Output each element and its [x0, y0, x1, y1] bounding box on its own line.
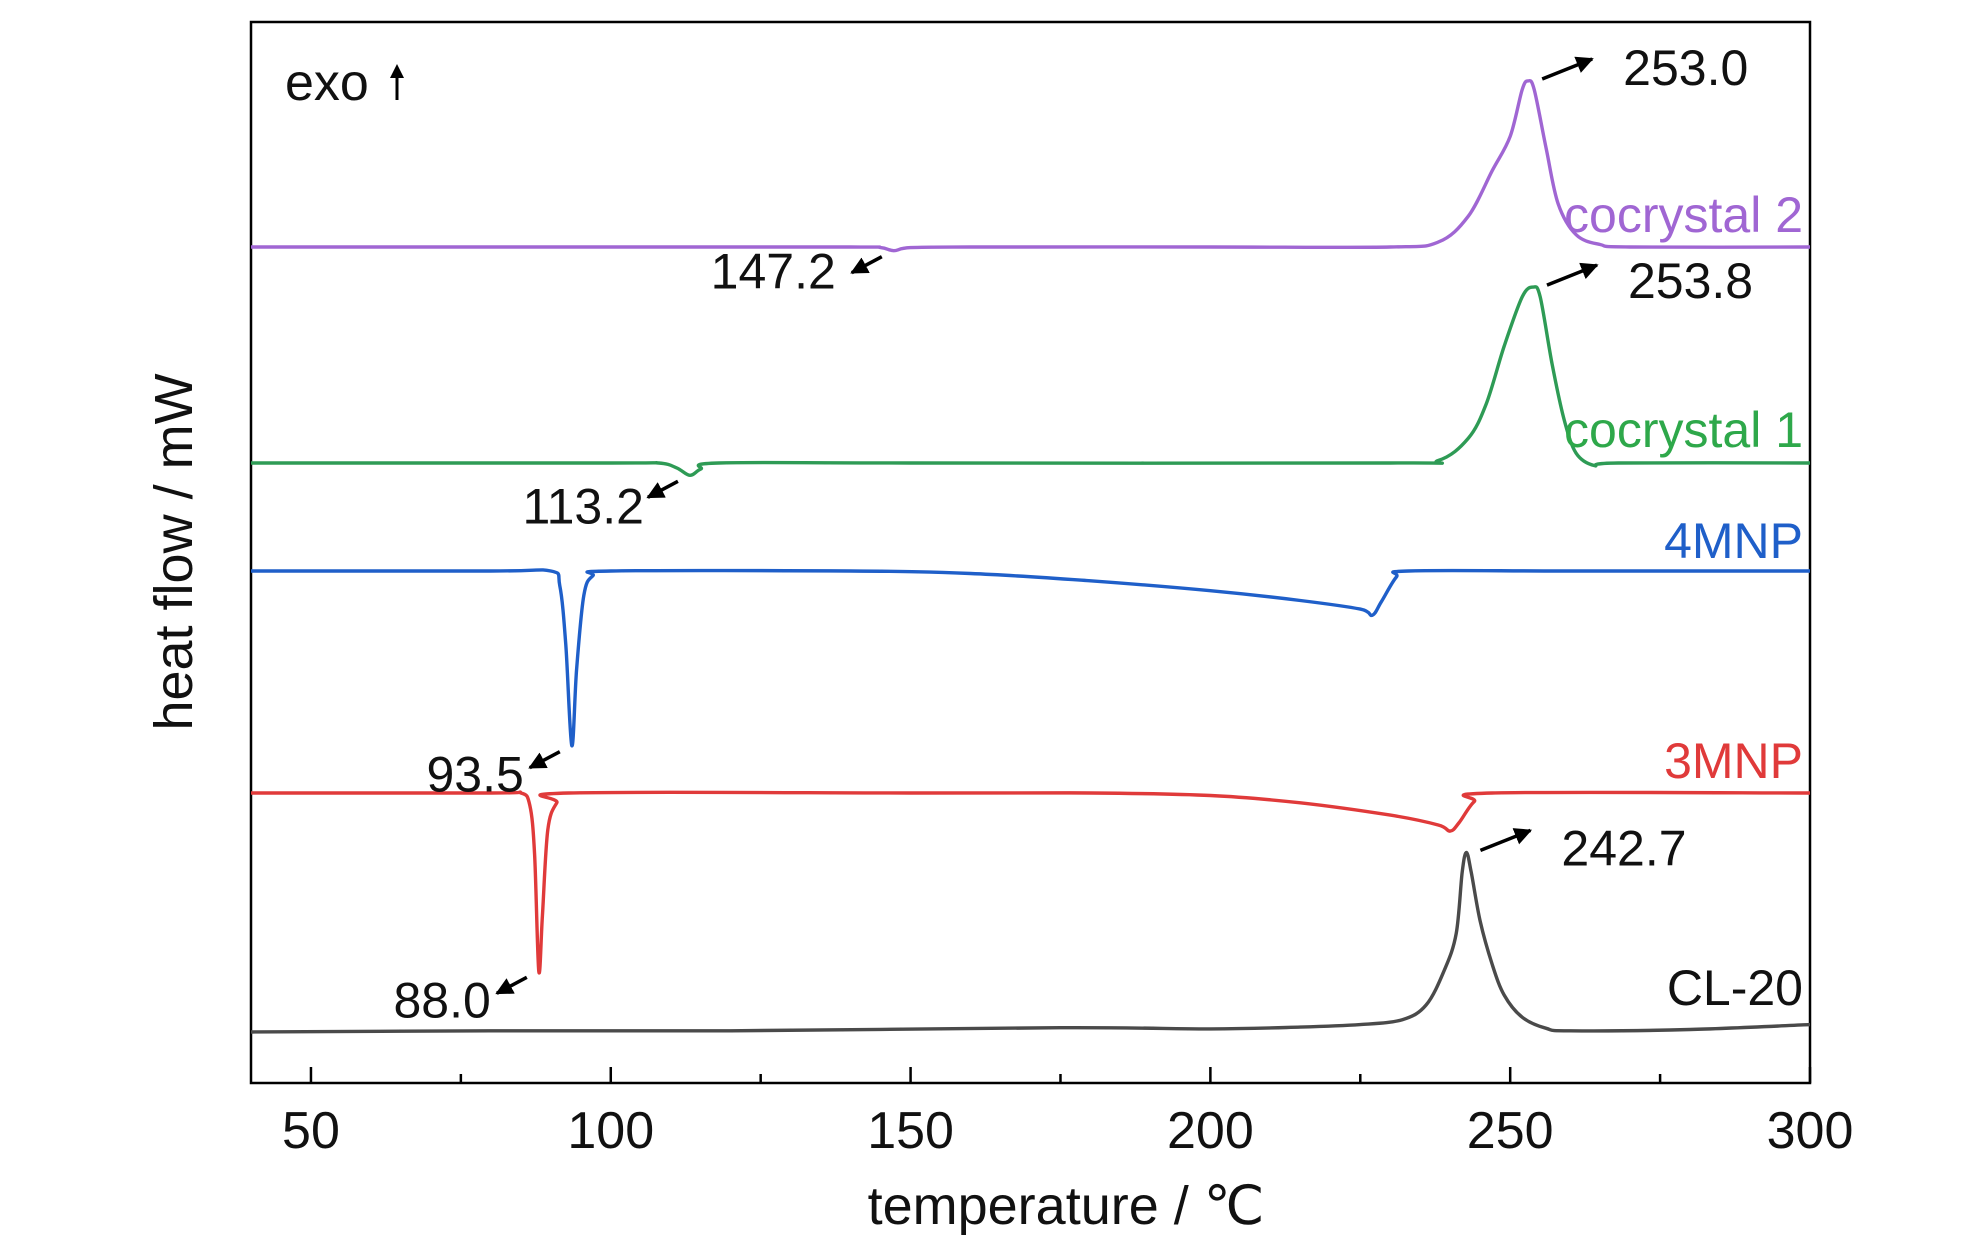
- annotation-arrow: [646, 479, 679, 499]
- series-traces: [250, 78, 1811, 1034]
- annotation-arrow: [1479, 828, 1533, 853]
- series-line: [251, 790, 1811, 975]
- x-axis-ticks: 50 100 150 200 250 300: [282, 1067, 1853, 1160]
- annotation-label: 88.0: [393, 972, 490, 1028]
- annotation-label: 253.8: [1628, 253, 1753, 309]
- x-tick-label: 150: [867, 1102, 954, 1160]
- exo-arrow-icon: [390, 64, 404, 100]
- annotation-arrow: [495, 975, 528, 995]
- annotation-arrows: [495, 56, 1599, 995]
- series-line: [250, 850, 1811, 1034]
- annotation-arrow: [1546, 262, 1599, 287]
- series-label: 4MNP: [1664, 513, 1803, 569]
- annotation-arrow: [1541, 56, 1594, 81]
- x-tick-label: 300: [1767, 1102, 1854, 1160]
- x-tick-label: 50: [282, 1102, 340, 1160]
- exo-label: exo: [285, 54, 369, 112]
- series-line: [251, 285, 1811, 477]
- series-label: CL-20: [1667, 960, 1803, 1016]
- annotation-arrow: [850, 255, 883, 275]
- y-axis-label: heat flow / mW: [144, 373, 204, 730]
- series-label: cocrystal 1: [1564, 402, 1803, 458]
- series-labels: cocrystal 2 cocrystal 1 4MNP 3MNP CL-20: [1564, 187, 1803, 1016]
- x-tick-label: 250: [1467, 1102, 1554, 1160]
- annotation-label: 93.5: [426, 747, 523, 803]
- annotation-label: 242.7: [1561, 820, 1686, 876]
- series-line: [250, 568, 1810, 748]
- series-label: 3MNP: [1664, 733, 1803, 789]
- annotation-labels: 253.0 147.2 253.8 113.2 93.5 88.0 242.7: [393, 40, 1753, 1028]
- annotation-arrow: [528, 750, 561, 770]
- annotation-label: 253.0: [1623, 40, 1748, 96]
- x-axis-label: temperature / ℃: [868, 1176, 1265, 1236]
- series-line: [251, 78, 1811, 253]
- annotation-label: 147.2: [711, 244, 836, 300]
- x-tick-label: 100: [567, 1102, 654, 1160]
- series-label: cocrystal 2: [1564, 187, 1803, 243]
- x-tick-label: 200: [1167, 1102, 1254, 1160]
- annotation-label: 113.2: [522, 478, 643, 534]
- plot-frame: [249, 20, 1812, 1085]
